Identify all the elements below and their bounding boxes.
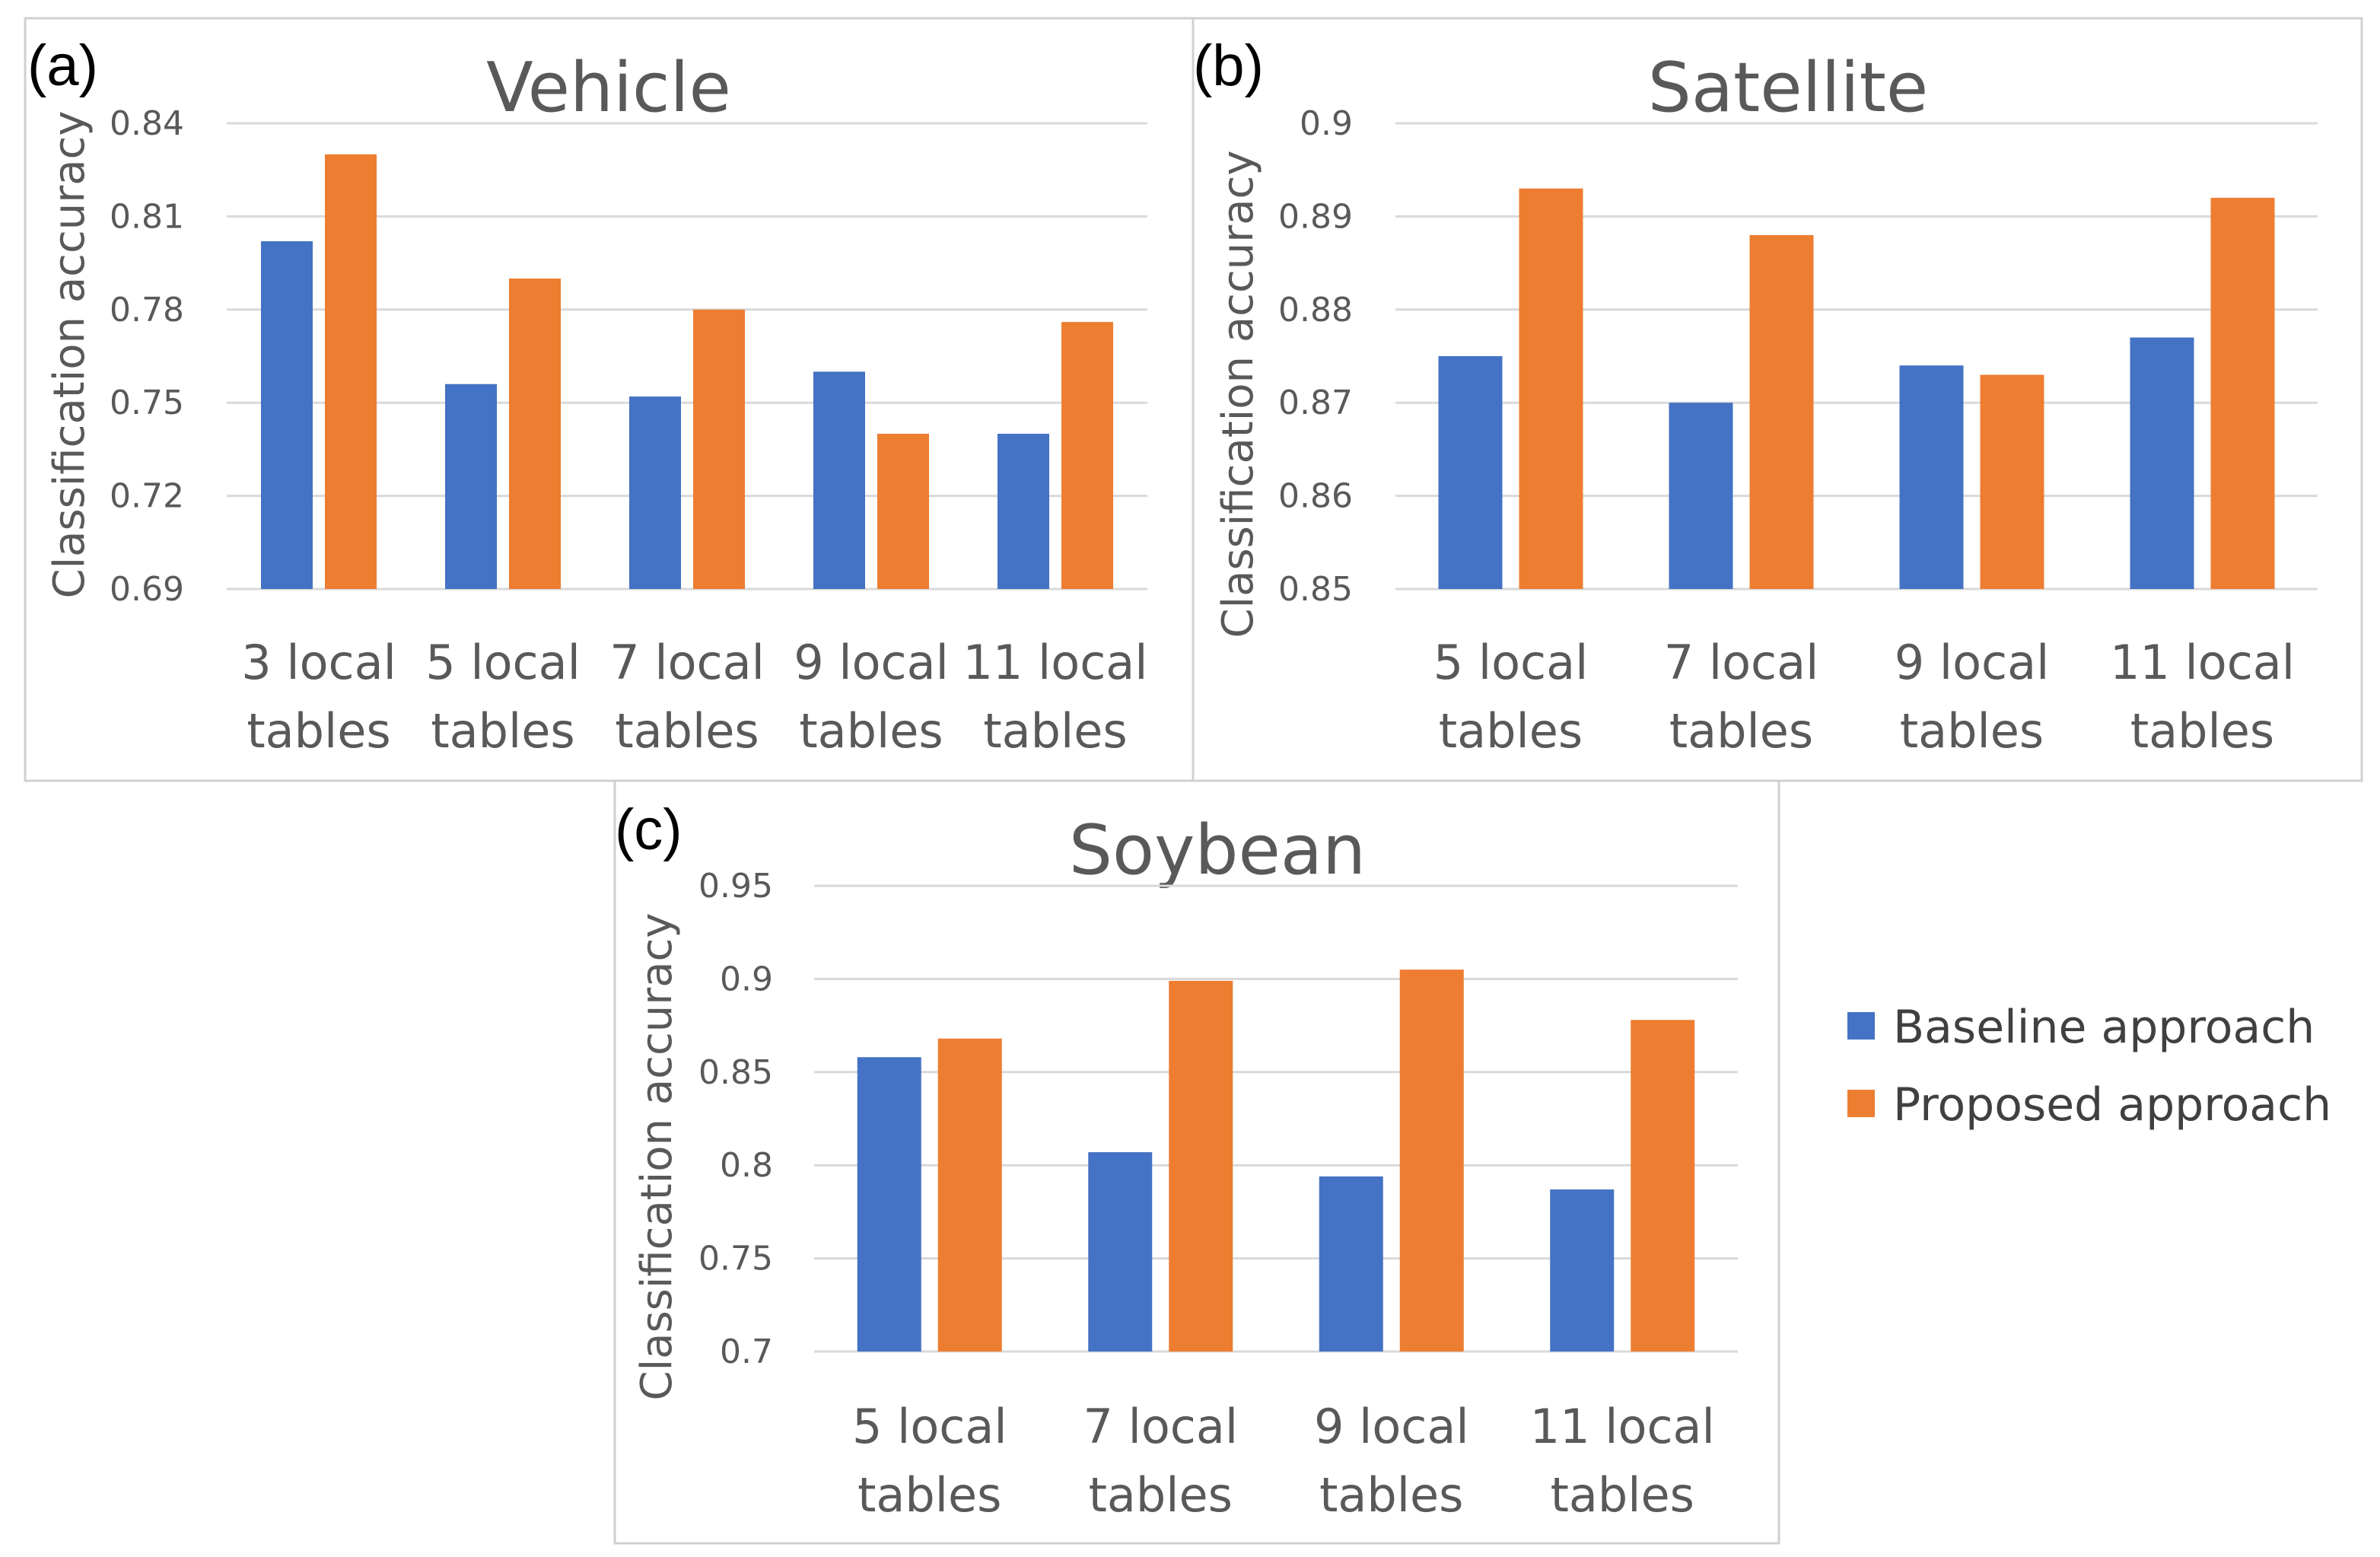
panel-a-y-tick-label: 0.69 (110, 570, 184, 609)
panel-c-bar-proposed (1631, 1020, 1695, 1352)
panel-c-y-tick-label: 0.9 (720, 960, 773, 998)
panel-b-bar-proposed (1749, 234, 1814, 589)
panel-b-y-tick-label: 0.86 (1278, 477, 1353, 516)
panel-a-bar-baseline (813, 371, 865, 589)
panel-b-bar-baseline (1438, 356, 1503, 589)
panel-c-x-tick-label: 9 local (1314, 1399, 1469, 1454)
panel-c-x-tick-label: tables (1551, 1467, 1694, 1523)
panel-c-bar-baseline (1088, 1152, 1153, 1352)
panel-a-y-ticks: 0.69 0.72 0.75 0.78 0.81 0.84 (110, 104, 184, 609)
panel-b-letter: (b) (1193, 33, 1264, 98)
panel-a-x-ticks: 3 local tables 5 local tables 7 local tables 9… (241, 635, 1147, 759)
panel-b-x-tick-label: 7 local (1664, 635, 1819, 690)
legend-label-baseline: Baseline approach (1893, 1001, 2315, 1054)
panel-b-x-tick-label: 11 local (2110, 635, 2295, 690)
panel-a-letter: (a) (27, 33, 98, 98)
panel-b-y-ticks: 0.85 0.86 0.87 0.88 0.89 0.9 (1278, 104, 1353, 609)
panel-a-bar-baseline (998, 434, 1049, 589)
panel-b-satellite-chart: (b) Satellite Classification accuracy 0.… (1192, 17, 2363, 782)
panel-a-vehicle-chart: (a) Vehicle Classification accuracy 0.69… (24, 17, 1195, 782)
panel-b-bar-proposed (1519, 188, 1583, 589)
panel-c-x-tick-label: tables (1319, 1467, 1463, 1523)
panel-a-y-tick-label: 0.72 (110, 477, 184, 516)
panel-a-y-axis-label: Classification accuracy (45, 111, 94, 599)
panel-b-title: Satellite (1648, 48, 1929, 128)
panel-c-letter: (c) (615, 798, 682, 862)
panel-a-bar-proposed (1061, 322, 1113, 589)
panel-b-x-ticks: 5 local tables 7 local tables 9 local tables 1… (1433, 635, 2295, 759)
legend: Baseline approach Proposed approach (1847, 1001, 2331, 1132)
panel-b-bar-proposed (2210, 197, 2275, 589)
panel-a-y-tick-label: 0.84 (110, 104, 184, 143)
panel-c-y-tick-label: 0.8 (720, 1146, 773, 1185)
panel-c-y-axis-label: Classification accuracy (632, 913, 682, 1401)
panel-b-x-tick-label: tables (1669, 703, 1813, 759)
panel-b-y-tick-label: 0.9 (1300, 104, 1353, 143)
panel-c-bar-proposed (1399, 970, 1464, 1352)
panel-b-x-tick-label: tables (1439, 703, 1583, 759)
panel-a-y-tick-label: 0.81 (110, 197, 184, 236)
panel-b-bar-baseline (1669, 403, 1733, 589)
panel-a-x-tick-label: tables (247, 703, 390, 759)
panel-c-y-tick-label: 0.85 (698, 1053, 773, 1092)
panel-c-y-tick-label: 0.75 (698, 1240, 773, 1278)
panel-b-y-tick-label: 0.88 (1278, 291, 1353, 330)
panel-b-bar-baseline (1899, 365, 1964, 589)
panel-a-x-tick-label: 5 local (425, 635, 581, 690)
panel-b-y-tick-label: 0.89 (1278, 197, 1353, 236)
panel-c-bar-baseline (1550, 1189, 1615, 1352)
panel-c-bars (857, 970, 1695, 1352)
panel-b-x-tick-label: 5 local (1433, 635, 1589, 690)
panel-a-y-tick-label: 0.75 (110, 384, 184, 422)
legend-swatch-baseline (1847, 1012, 1875, 1040)
panel-b-bar-proposed (1980, 374, 2044, 589)
panel-c-bar-baseline (857, 1057, 921, 1352)
panel-a-x-tick-label: 9 local (794, 635, 949, 690)
panel-a-y-tick-label: 0.78 (110, 291, 184, 330)
panel-a-x-tick-label: tables (983, 703, 1127, 759)
panel-a-bar-proposed (877, 434, 929, 589)
panel-a-x-tick-label: 7 local (609, 635, 765, 690)
panel-c-bar-proposed (937, 1038, 1002, 1352)
panel-a-x-tick-label: 11 local (963, 635, 1147, 690)
panel-b-x-tick-label: 9 local (1895, 635, 2050, 690)
panel-c-y-tick-label: 0.95 (698, 867, 773, 906)
panel-a-x-tick-label: tables (799, 703, 943, 759)
panel-c-x-tick-label: 11 local (1530, 1399, 1715, 1454)
panel-a-x-tick-label: tables (615, 703, 759, 759)
panel-a-bar-baseline (629, 396, 681, 589)
panel-a-frame (24, 17, 1195, 782)
panel-b-x-tick-label: tables (2130, 703, 2274, 759)
panel-c-x-tick-label: 5 local (852, 1399, 1007, 1454)
panel-c-x-tick-label: 7 local (1083, 1399, 1238, 1454)
panel-a-x-tick-label: 3 local (241, 635, 396, 690)
panel-b-y-tick-label: 0.87 (1278, 384, 1353, 422)
panel-b-y-tick-label: 0.85 (1278, 570, 1353, 609)
panel-c-x-tick-label: tables (1089, 1467, 1233, 1523)
panel-c-title: Soybean (1069, 810, 1366, 890)
panel-a-title: Vehicle (486, 48, 731, 128)
panel-a-bar-proposed (325, 154, 377, 590)
panel-a-x-tick-label: tables (431, 703, 574, 759)
panel-b-x-tick-label: tables (1900, 703, 2044, 759)
legend-label-proposed: Proposed approach (1893, 1078, 2331, 1132)
panel-a-bar-baseline (261, 241, 313, 589)
panel-c-x-ticks: 5 local tables 7 local tables 9 local tables 1… (852, 1399, 1715, 1523)
panel-b-bar-baseline (2130, 337, 2194, 589)
legend-swatch-proposed (1847, 1090, 1875, 1117)
panel-a-bar-proposed (509, 279, 561, 589)
panel-c-x-tick-label: tables (858, 1467, 1001, 1523)
panel-c-soybean-chart: (c) Soybean Classification accuracy 0.70… (613, 779, 1780, 1545)
panel-a-bar-proposed (693, 309, 745, 589)
panel-a-bar-baseline (445, 384, 497, 589)
panel-b-bars (1438, 188, 2275, 589)
panel-c-bar-baseline (1319, 1176, 1383, 1352)
panel-c-y-ticks: 0.7 0.75 0.8 0.85 0.9 0.95 (698, 867, 773, 1371)
panel-c-bar-proposed (1169, 980, 1233, 1352)
panel-a-gridlines (227, 122, 1147, 591)
panel-c-y-tick-label: 0.7 (720, 1333, 773, 1371)
panel-b-y-axis-label: Classification accuracy (1214, 151, 1263, 638)
panel-a-bars (261, 154, 1113, 590)
